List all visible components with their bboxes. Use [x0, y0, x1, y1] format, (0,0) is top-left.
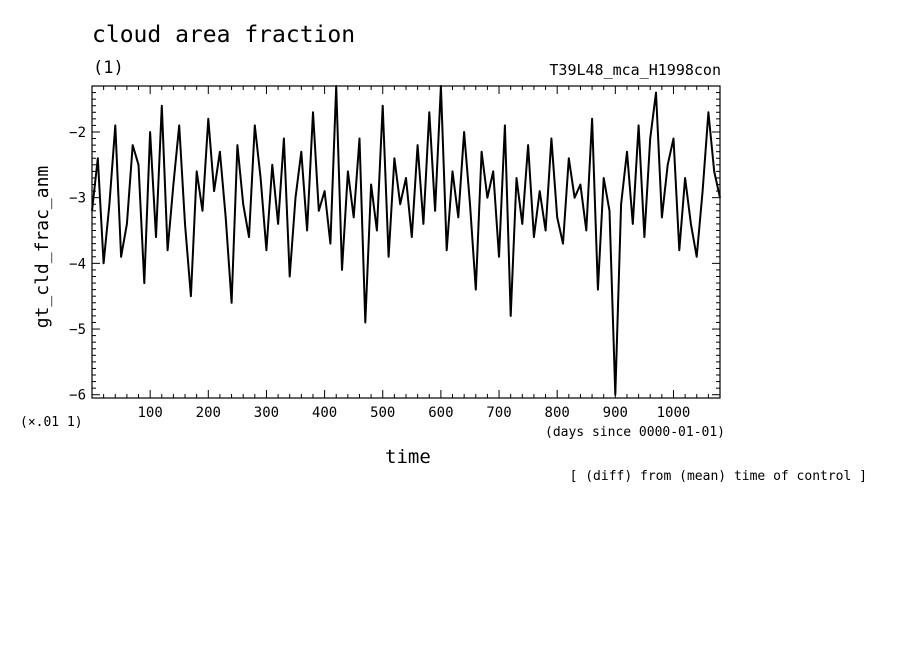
units-label: (1) — [93, 58, 124, 78]
plot-frame — [91, 85, 721, 399]
x-tick-label: 200 — [196, 405, 221, 421]
run-name-label: T39L48_mca_H1998con — [549, 61, 721, 79]
x-tick-label: 800 — [545, 405, 570, 421]
x-tick-label: 300 — [254, 405, 279, 421]
x-tick-label: 600 — [428, 405, 453, 421]
diff-note: [ (diff) from (mean) time of control ] — [569, 469, 867, 484]
x-tick-label: 900 — [603, 405, 628, 421]
x-tick-label: 400 — [312, 405, 337, 421]
chart-title: cloud area fraction — [92, 22, 356, 48]
y-tick-label: −2 — [69, 125, 86, 141]
y-axis-label: gt_cld_frac_anm — [32, 166, 53, 329]
y-tick-label: −3 — [69, 191, 86, 207]
x-axis-label: time — [385, 446, 431, 468]
x-tick-label: 700 — [486, 405, 511, 421]
tick-labels: 100 200 300 400 500 600 700 800 900 1000 −6 −5 −4 −3 −… — [69, 125, 690, 421]
y-tick-label: −4 — [69, 256, 86, 272]
x-tick-label: 100 — [137, 405, 162, 421]
x-tick-label: 500 — [370, 405, 395, 421]
series-line — [91, 85, 721, 396]
x-tick-label: 1000 — [657, 405, 691, 421]
x-axis-units: (days since 0000-01-01) — [545, 425, 726, 440]
y-tick-label: −6 — [69, 388, 86, 404]
y-scale-note: (×.01 1) — [20, 415, 83, 430]
y-tick-label: −5 — [69, 322, 86, 338]
